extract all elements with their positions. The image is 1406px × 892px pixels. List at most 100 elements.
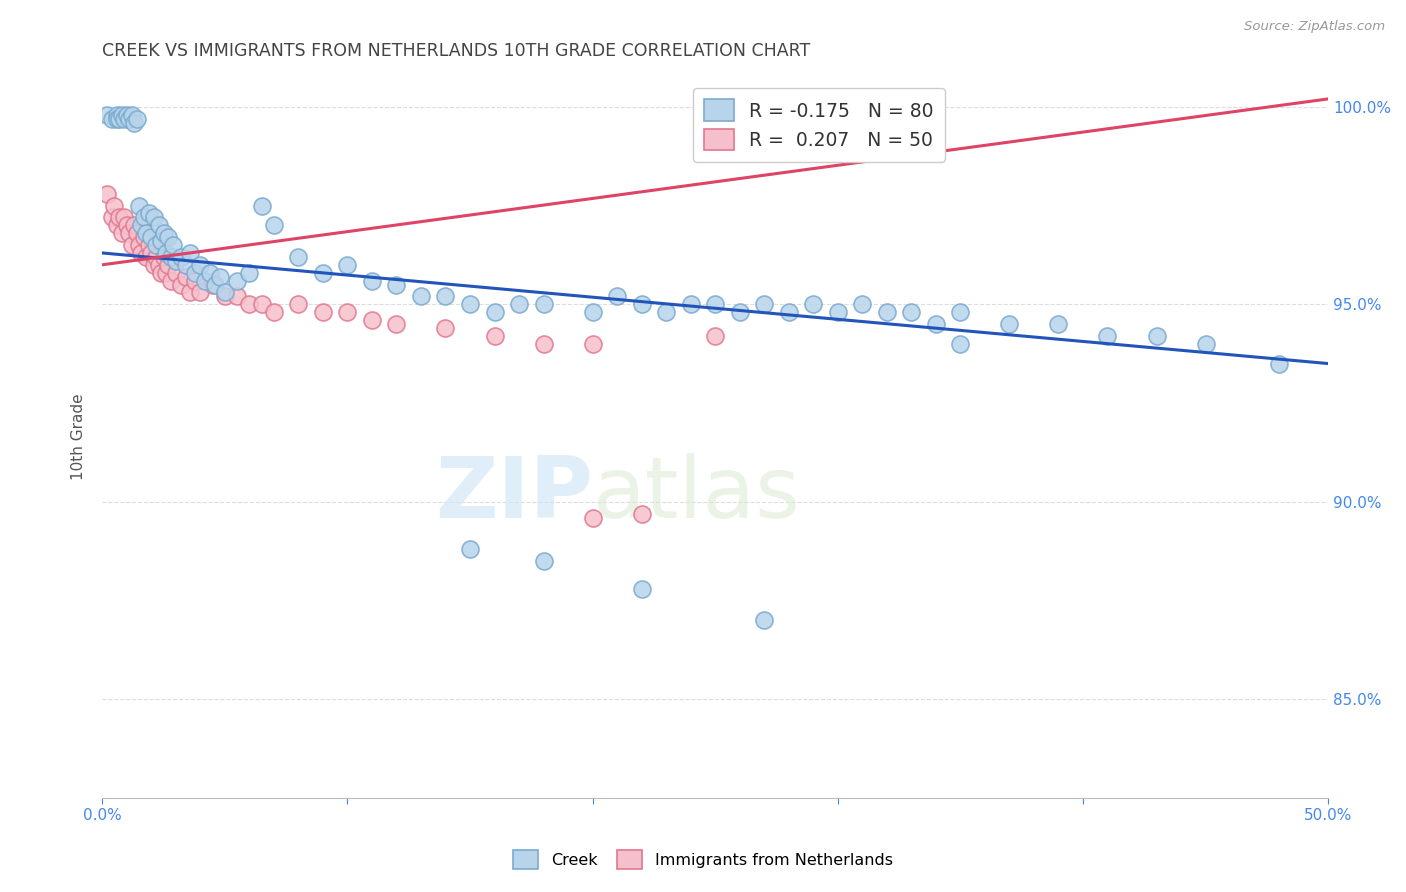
Point [312, 305, 335, 319]
Point [150, 266, 173, 280]
Point [105, 219, 128, 233]
Point [827, 305, 849, 319]
Point [655, 305, 678, 319]
Point [385, 317, 408, 331]
Point [188, 258, 211, 272]
Point [111, 226, 134, 240]
Legend: R = -0.175   N = 80, R =  0.207   N = 50: R = -0.175 N = 80, R = 0.207 N = 50 [693, 88, 945, 161]
Point [201, 277, 224, 292]
Point [141, 246, 163, 260]
Point [101, 112, 124, 126]
Point [157, 258, 180, 272]
Point [851, 297, 873, 311]
Point [170, 250, 193, 264]
Point [141, 230, 163, 244]
Text: ZIP: ZIP [434, 453, 592, 536]
Point [101, 211, 124, 225]
Point [263, 305, 285, 319]
Point [138, 206, 160, 220]
Point [184, 274, 207, 288]
Point [533, 554, 555, 568]
Point [132, 211, 155, 225]
Point [122, 115, 145, 129]
Point [208, 269, 231, 284]
Text: CREEK VS IMMIGRANTS FROM NETHERLANDS 10TH GRADE CORRELATION CHART: CREEK VS IMMIGRANTS FROM NETHERLANDS 10T… [103, 42, 810, 60]
Text: atlas: atlas [592, 453, 800, 536]
Point [998, 317, 1021, 331]
Y-axis label: 10th Grade: 10th Grade [72, 393, 86, 480]
Point [484, 305, 506, 319]
Point [581, 305, 603, 319]
Point [949, 336, 972, 351]
Point [876, 305, 898, 319]
Point [194, 274, 217, 288]
Point [484, 329, 506, 343]
Point [96, 108, 118, 122]
Point [118, 226, 141, 240]
Point [135, 250, 157, 264]
Point [103, 198, 125, 212]
Point [105, 112, 128, 126]
Point [385, 277, 408, 292]
Point [105, 108, 128, 122]
Point [204, 277, 226, 292]
Point [155, 246, 177, 260]
Point [108, 112, 131, 126]
Point [606, 289, 628, 303]
Point [238, 266, 260, 280]
Point [238, 297, 260, 311]
Point [1268, 357, 1291, 371]
Point [121, 238, 143, 252]
Point [155, 266, 177, 280]
Point [165, 266, 187, 280]
Point [361, 274, 384, 288]
Point [250, 198, 273, 212]
Point [170, 277, 193, 292]
Point [250, 297, 273, 311]
Point [533, 297, 555, 311]
Point [312, 266, 335, 280]
Point [287, 250, 309, 264]
Point [336, 258, 359, 272]
Point [336, 305, 359, 319]
Point [533, 336, 555, 351]
Point [198, 266, 221, 280]
Point [361, 313, 384, 327]
Point [226, 289, 249, 303]
Legend: Creek, Immigrants from Netherlands: Creek, Immigrants from Netherlands [506, 844, 900, 875]
Point [131, 246, 153, 260]
Point [145, 238, 167, 252]
Point [214, 289, 236, 303]
Point [409, 289, 432, 303]
Point [949, 305, 972, 319]
Point [434, 289, 457, 303]
Point [754, 297, 776, 311]
Point [135, 226, 157, 240]
Point [122, 219, 145, 233]
Point [925, 317, 948, 331]
Point [188, 285, 211, 300]
Point [778, 305, 800, 319]
Text: Source: ZipAtlas.com: Source: ZipAtlas.com [1244, 20, 1385, 33]
Point [138, 238, 160, 252]
Point [174, 258, 197, 272]
Point [112, 211, 135, 225]
Point [121, 108, 143, 122]
Point [148, 258, 170, 272]
Point [900, 305, 922, 319]
Point [108, 211, 131, 225]
Point [1146, 329, 1168, 343]
Point [458, 542, 481, 557]
Point [434, 321, 457, 335]
Point [630, 507, 652, 521]
Point [112, 112, 135, 126]
Point [1194, 336, 1216, 351]
Point [128, 238, 150, 252]
Point [581, 336, 603, 351]
Point [458, 297, 481, 311]
Point [152, 226, 174, 240]
Point [801, 297, 824, 311]
Point [162, 238, 184, 252]
Point [157, 230, 180, 244]
Point [728, 305, 751, 319]
